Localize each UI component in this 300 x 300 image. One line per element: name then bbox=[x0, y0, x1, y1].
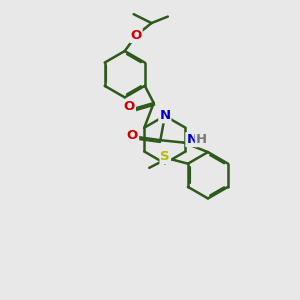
Text: N: N bbox=[159, 109, 170, 122]
Text: N: N bbox=[186, 133, 197, 146]
Text: S: S bbox=[160, 150, 170, 163]
Text: O: O bbox=[130, 29, 142, 42]
Text: H: H bbox=[196, 133, 207, 146]
Text: O: O bbox=[127, 129, 138, 142]
Text: O: O bbox=[124, 100, 135, 113]
